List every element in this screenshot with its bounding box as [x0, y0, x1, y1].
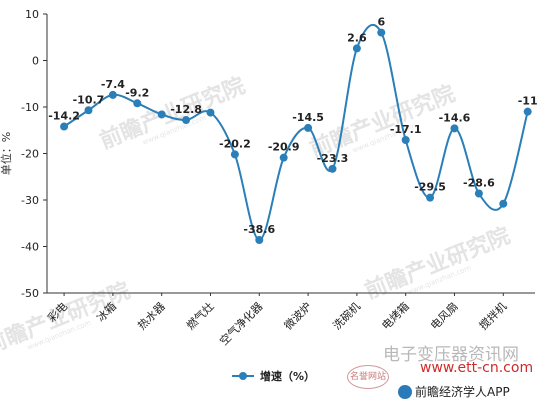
data-point — [474, 189, 483, 198]
watermark-text: 前瞻产业研究院 — [361, 223, 514, 305]
watermark-text: 前瞻产业研究院 — [306, 81, 459, 163]
y-tick-label: -30 — [21, 194, 39, 207]
data-point — [60, 122, 69, 131]
data-label: -38.6 — [243, 223, 275, 236]
x-tick-label: 空气净化器 — [217, 299, 266, 348]
seal-stamp: 名誉网站 — [347, 365, 389, 389]
data-label: -12.8 — [170, 103, 202, 116]
data-point — [133, 99, 142, 108]
data-label: -10.7 — [73, 93, 105, 106]
y-tick-label: -20 — [21, 148, 39, 161]
data-label: -17.1 — [390, 123, 422, 136]
data-point — [108, 90, 117, 99]
y-tick-label: 10 — [25, 8, 39, 21]
data-label: -20.9 — [268, 141, 300, 154]
data-point — [279, 153, 288, 162]
data-point — [450, 124, 459, 133]
data-point — [426, 193, 435, 202]
app-logo-icon — [398, 384, 412, 399]
data-label: -14.5 — [292, 111, 324, 124]
y-tick-label: -10 — [21, 101, 39, 114]
data-label: -11 — [518, 95, 538, 108]
data-point — [401, 136, 410, 145]
data-label: 6 — [377, 16, 385, 29]
data-point — [523, 107, 532, 116]
data-label: 2.6 — [347, 31, 367, 44]
x-tick-label: 搅拌机 — [476, 299, 509, 332]
data-point — [328, 164, 337, 173]
data-point — [255, 235, 264, 244]
data-point — [304, 123, 313, 132]
x-tick-label: 电风扇 — [427, 299, 460, 332]
data-label: -28.6 — [463, 176, 495, 189]
data-point — [499, 199, 508, 208]
y-tick-label: -50 — [21, 287, 39, 300]
app-badge-label: 前瞻经济学人APP — [415, 385, 510, 399]
x-tick-label: 燃气灶 — [183, 299, 216, 332]
legend-label: 增速（%） — [260, 369, 315, 383]
data-label: -14.2 — [48, 110, 80, 123]
site-url-watermark: www.ett-cn.com — [420, 360, 534, 376]
data-point — [377, 28, 386, 37]
data-point — [206, 108, 215, 117]
site-name-watermark: 电子变压器资讯网 — [383, 345, 519, 365]
data-label: -23.3 — [317, 152, 349, 165]
y-axis-label: 单位：% — [0, 132, 13, 175]
data-point — [157, 110, 166, 119]
data-point — [84, 106, 93, 115]
x-tick-label: 微波炉 — [281, 299, 314, 332]
x-tick-label: 电烤箱 — [379, 299, 412, 332]
data-label: -29.5 — [414, 181, 446, 194]
y-tick-label: -40 — [21, 241, 39, 254]
data-label: -9.2 — [125, 86, 149, 99]
data-label: -7.4 — [101, 78, 125, 91]
data-point — [182, 116, 191, 125]
y-tick-label: 0 — [32, 55, 39, 68]
legend-marker-icon — [239, 372, 247, 380]
app-badge: 前瞻经济学人APP — [398, 383, 510, 405]
data-point — [230, 150, 239, 159]
data-point — [352, 44, 361, 53]
data-label: -14.6 — [439, 111, 471, 124]
data-label: -20.2 — [219, 137, 251, 150]
x-tick-label: 洗碗机 — [330, 299, 363, 332]
x-tick-label: 热水器 — [135, 300, 168, 333]
